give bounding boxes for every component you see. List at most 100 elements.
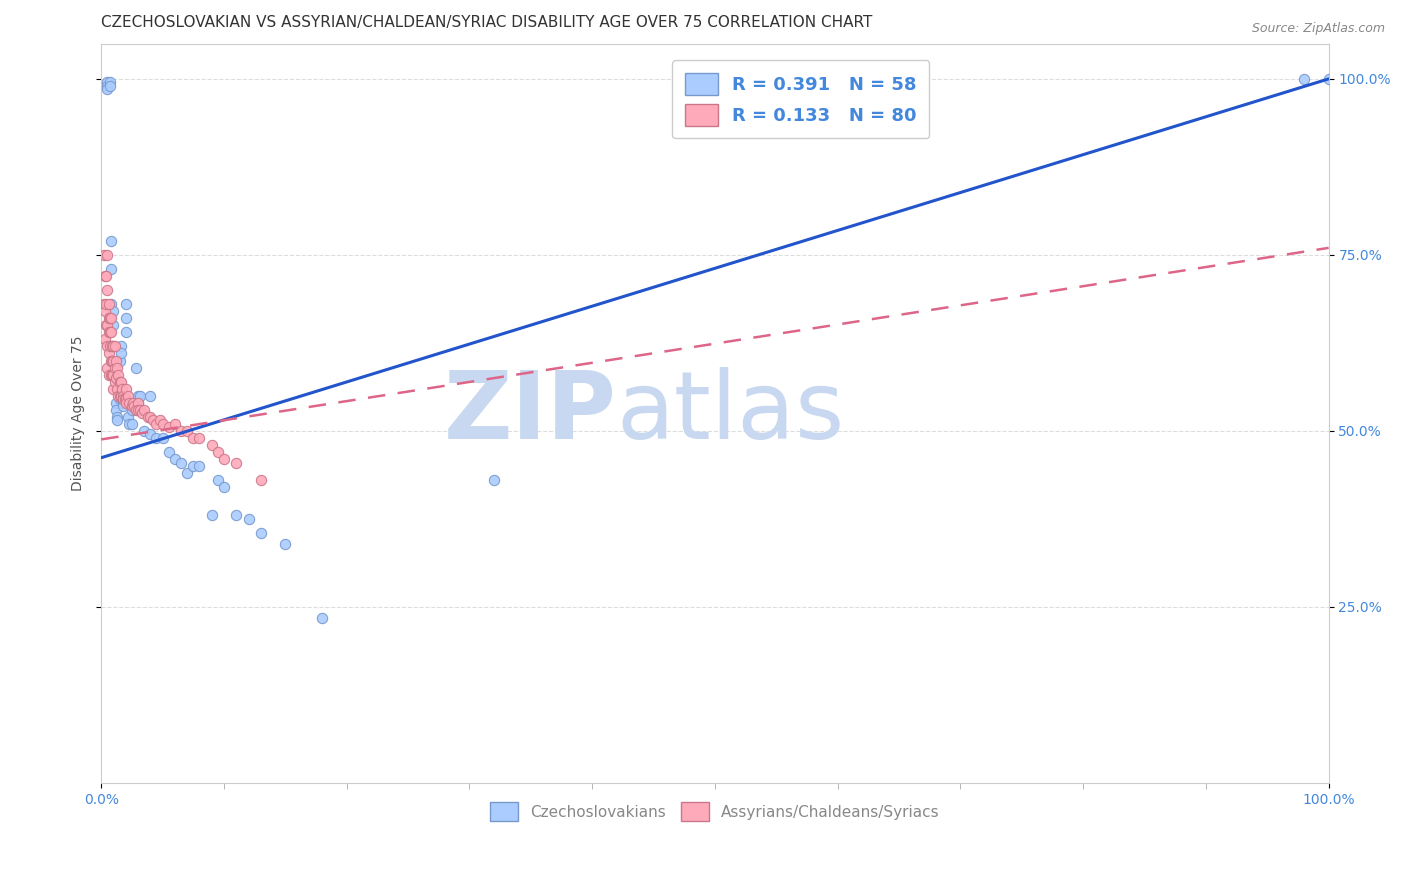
Point (94, 333, 117, 347)
Point (108, 353, 131, 368)
Point (131, 406, 153, 420)
Point (129, 389, 152, 403)
Point (96, 360, 118, 375)
Point (96, 339, 118, 353)
Point (139, 409, 162, 424)
Point (94, 318, 117, 333)
Point (152, 431, 174, 445)
Point (121, 417, 143, 431)
Point (139, 389, 162, 403)
Point (97, 311, 120, 326)
Point (149, 413, 172, 427)
Point (100, 234, 122, 248)
Point (96, 75, 118, 89)
Point (188, 459, 211, 474)
Point (100, 262, 122, 277)
Point (117, 389, 139, 403)
Point (97, 297, 120, 311)
Point (98, 326, 121, 340)
Point (105, 382, 128, 396)
Point (98, 78, 121, 93)
Point (145, 417, 167, 431)
Point (110, 389, 132, 403)
Point (96, 82, 118, 96)
Point (152, 417, 174, 431)
Point (97, 368, 120, 382)
Point (124, 400, 146, 414)
Point (93, 297, 115, 311)
Point (107, 389, 129, 403)
Point (249, 473, 271, 487)
Point (124, 360, 146, 375)
Point (104, 396, 127, 410)
Point (108, 392, 131, 407)
Point (201, 508, 224, 523)
Point (112, 396, 135, 410)
Point (127, 396, 149, 410)
Point (157, 445, 180, 459)
Point (103, 339, 125, 353)
Point (170, 424, 193, 438)
Point (108, 375, 131, 389)
Point (101, 368, 124, 382)
Point (94, 268, 117, 283)
Point (104, 402, 127, 417)
Point (103, 353, 125, 368)
Point (127, 402, 149, 417)
Text: CZECHOSLOVAKIAN VS ASSYRIAN/CHALDEAN/SYRIAC DISABILITY AGE OVER 75 CORRELATION C: CZECHOSLOVAKIAN VS ASSYRIAN/CHALDEAN/SYR… (101, 15, 873, 30)
Point (114, 396, 136, 410)
Point (112, 400, 135, 414)
Point (1294, 71, 1316, 86)
Point (188, 431, 211, 445)
Point (98, 75, 121, 89)
Point (176, 467, 198, 481)
Point (103, 382, 125, 396)
Point (94, 268, 117, 283)
Point (129, 402, 152, 417)
Point (103, 368, 125, 382)
Point (100, 297, 122, 311)
Point (127, 396, 149, 410)
Point (181, 459, 204, 474)
Point (225, 456, 247, 470)
Point (96, 248, 118, 262)
Point (104, 375, 127, 389)
Text: atlas: atlas (617, 368, 845, 459)
Point (97, 326, 120, 340)
Point (118, 417, 141, 431)
Point (114, 326, 136, 340)
Point (94, 297, 117, 311)
Point (104, 360, 127, 375)
Point (110, 346, 132, 360)
Point (225, 508, 247, 523)
Point (105, 409, 128, 424)
Point (114, 382, 136, 396)
Point (212, 480, 235, 494)
Point (207, 473, 229, 487)
Text: Source: ZipAtlas.com: Source: ZipAtlas.com (1251, 22, 1385, 36)
Point (163, 452, 186, 467)
Point (136, 409, 159, 424)
Point (112, 389, 135, 403)
Point (134, 402, 156, 417)
Point (118, 396, 141, 410)
Point (104, 371, 127, 385)
Point (108, 375, 131, 389)
Point (105, 413, 128, 427)
Point (127, 389, 149, 403)
Point (103, 304, 125, 318)
Point (110, 339, 132, 353)
Point (107, 368, 129, 382)
Point (105, 360, 128, 375)
Point (96, 283, 118, 297)
Point (114, 297, 136, 311)
Point (101, 353, 124, 368)
Point (207, 445, 229, 459)
Point (170, 456, 193, 470)
Point (100, 353, 122, 368)
Point (249, 526, 271, 541)
Point (98, 339, 121, 353)
Point (108, 389, 131, 403)
Point (98, 311, 121, 326)
Point (121, 402, 143, 417)
